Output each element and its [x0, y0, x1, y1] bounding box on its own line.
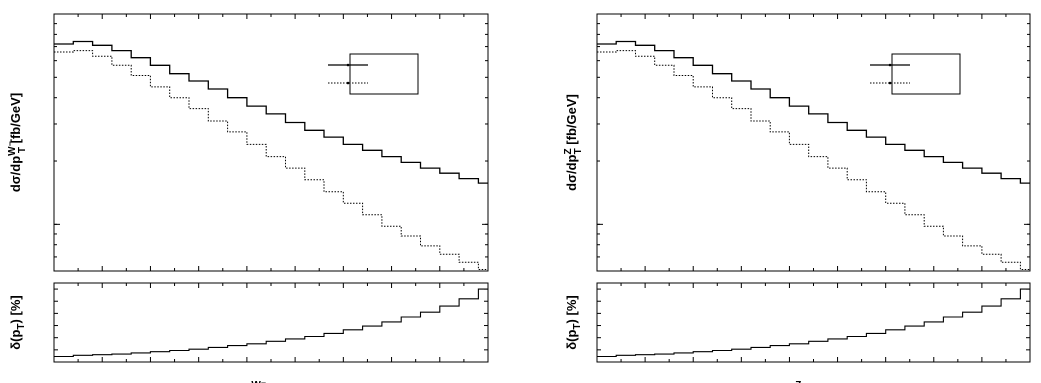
- y-axis-label-unit: [fb/GeV]: [8, 93, 23, 147]
- y-axis-label-unit: [fb/GeV]: [564, 94, 579, 148]
- y-axis-label-sup: W⁻: [7, 141, 18, 156]
- y-axis-label-sub: T: [17, 147, 28, 153]
- series-led-line: [597, 40, 1030, 184]
- legend-marker: [346, 81, 350, 85]
- ratio-line: [54, 288, 488, 358]
- ratio-plot-frame: [596, 282, 1031, 363]
- y-axis-label-main: dσ/dp: [8, 156, 23, 192]
- ratio-line: [597, 288, 1030, 358]
- ratio-y-label-sub: T: [572, 323, 583, 329]
- y-axis-label-main: dσ/dp: [564, 154, 579, 190]
- legend-marker: [888, 81, 892, 85]
- y-axis-label-sub: T: [573, 148, 584, 154]
- ratio-y-label-sub: T: [16, 323, 27, 329]
- ratio-y-label-end: ) [%]: [8, 295, 23, 323]
- panel-a: dσ/dpW⁻T [fb/GeV]δ(pT) [%]pW⁻T [GeV]: [7, 13, 489, 383]
- ratio-y-label-main: δ(p: [8, 330, 23, 350]
- legend-marker: [888, 63, 892, 67]
- panel-b: dσ/dpZT [fb/GeV]δ(pT) [%]pZT [GeV]: [563, 13, 1031, 383]
- ratio-y-axis-label: δ(pT) [%]: [564, 295, 583, 349]
- main-plot-frame: [596, 13, 1031, 272]
- ratio-plot-frame: [53, 282, 489, 363]
- y-axis-label-sup: Z: [563, 148, 574, 154]
- series-sm-line: [54, 50, 488, 270]
- ratio-y-label-end: ) [%]: [564, 295, 579, 323]
- ratio-y-label-main: δ(p: [564, 330, 579, 350]
- series-led-line: [54, 40, 488, 184]
- y-axis-label: dσ/dpW⁻T [fb/GeV]: [7, 93, 28, 192]
- ratio-y-axis-label: δ(pT) [%]: [8, 295, 27, 349]
- x-axis-label-sup: W⁻: [251, 380, 266, 383]
- y-axis-label: dσ/dpZT [fb/GeV]: [563, 94, 584, 191]
- legend-marker: [346, 63, 350, 67]
- series-sm-line: [597, 50, 1030, 270]
- x-axis-label-sup: Z: [795, 380, 801, 383]
- legend-box: [349, 53, 419, 95]
- main-plot-frame: [53, 13, 489, 272]
- legend-box: [891, 53, 961, 95]
